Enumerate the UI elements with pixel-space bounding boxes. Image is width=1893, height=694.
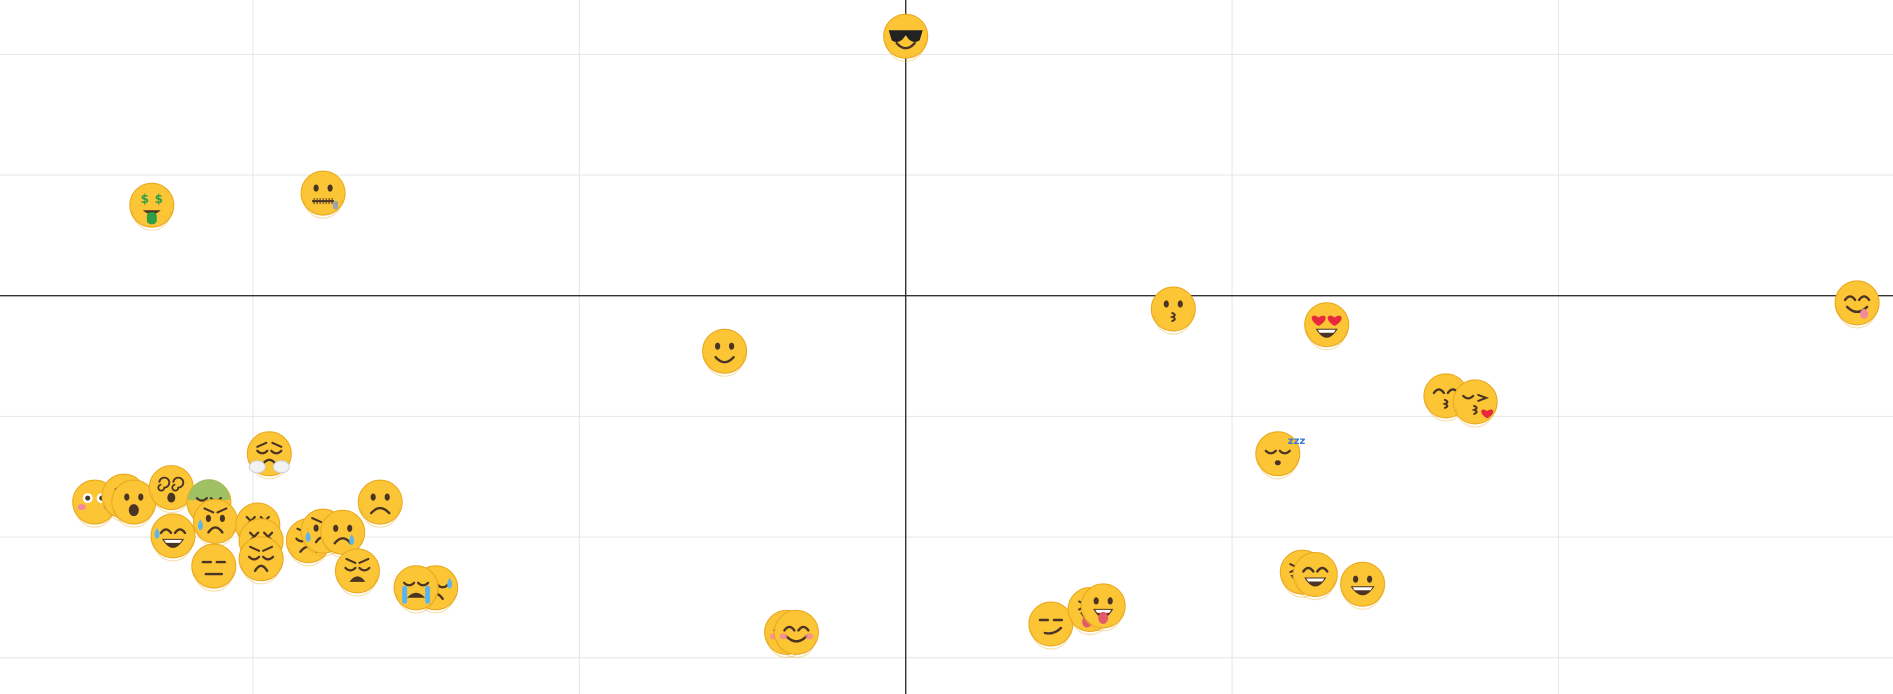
weary-face-icon <box>334 548 380 597</box>
svg-text:zzz: zzz <box>1288 436 1306 447</box>
face-savoring-food-icon <box>1834 280 1880 329</box>
crying-face-icon <box>320 509 366 558</box>
expressionless-face-icon <box>191 543 237 592</box>
money-mouth-face-icon: $ $ <box>129 182 175 231</box>
svg-text:$: $ <box>155 192 163 206</box>
kissing-face-icon <box>1150 286 1196 335</box>
dizzy-face-icon <box>148 465 194 514</box>
grinning-face-with-big-eyes-icon <box>1340 561 1386 610</box>
astonished-face-icon <box>111 479 157 528</box>
emoji-points: $ $zzz <box>72 13 1880 658</box>
slightly-smiling-face-icon <box>702 328 748 377</box>
anxious-face-with-sweat-icon <box>192 498 238 547</box>
face-with-tongue-icon <box>1080 583 1126 632</box>
frowning-face-icon <box>357 479 403 528</box>
sleeping-face-icon: zzz <box>1255 431 1306 480</box>
face-with-steam-from-nose-icon <box>246 431 292 480</box>
zipper-mouth-face-icon <box>300 170 346 219</box>
grinning-face-with-sweat-icon <box>150 513 196 562</box>
smiling-face-with-sunglasses-icon <box>883 13 929 62</box>
svg-text:$: $ <box>141 192 149 206</box>
grinning-face-with-smiling-eyes-icon <box>1292 552 1338 601</box>
smirking-face-icon <box>1028 601 1074 650</box>
face-blowing-a-kiss-icon <box>1452 379 1498 428</box>
smiling-face-with-heart-eyes-icon <box>1304 302 1350 351</box>
pensive-face-icon <box>238 536 284 585</box>
loudly-crying-face-icon <box>393 565 439 614</box>
smiling-face-with-smiling-eyes-icon <box>773 609 819 658</box>
